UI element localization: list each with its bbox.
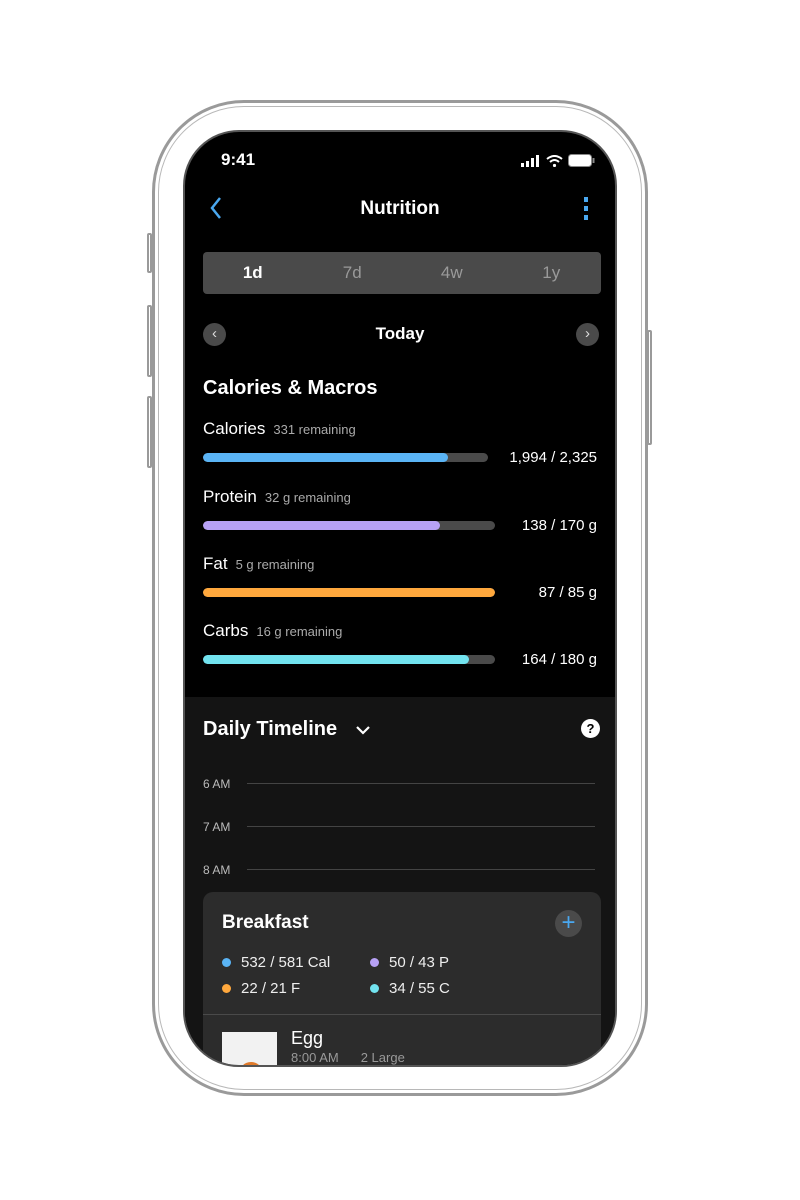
hour-label: 8 AM <box>203 863 231 877</box>
hour-label: 6 AM <box>203 777 231 791</box>
plus-icon: + <box>561 909 576 936</box>
signal-icon <box>521 155 539 167</box>
meal-stat-protein: 50 / 43 P <box>370 954 449 971</box>
macro-label-row: Protein 32 g remaining <box>203 487 351 507</box>
food-meta: 8:00 AM 2 Large <box>291 1050 405 1065</box>
macro-progress-fill <box>203 521 441 530</box>
macro-remaining: 331 remaining <box>273 422 356 437</box>
status-icons <box>521 154 595 167</box>
tab-1y[interactable]: 1y <box>542 263 561 282</box>
tab-1d[interactable]: 1d <box>242 263 263 282</box>
macro-label-row: Carbs 16 g remaining <box>203 621 342 641</box>
back-chevron-icon[interactable] <box>209 196 223 220</box>
macro-label-row: Calories 331 remaining <box>203 419 356 439</box>
previous-day-button[interactable]: ‹ <box>203 323 226 346</box>
volume-down-button <box>147 396 152 468</box>
phone-bezel <box>158 106 642 1090</box>
calories-dot <box>222 958 231 967</box>
next-day-button[interactable]: › <box>576 323 599 346</box>
macro-progress-fill <box>203 655 469 664</box>
macro-name: Calories <box>203 419 266 438</box>
tab-4w[interactable]: 4w <box>440 263 463 282</box>
range-segmented-control: 1d 7d 4w 1y <box>203 252 601 294</box>
divider <box>203 1014 601 1015</box>
macro-progress-bar <box>203 655 495 664</box>
macro-value: 1,994 / 2,325 <box>509 449 597 466</box>
egg-thumbnail <box>222 1032 277 1065</box>
wifi-icon <box>546 155 563 167</box>
stat-text: 50 / 43 P <box>389 954 450 971</box>
stat-text: 34 / 55 C <box>389 980 450 997</box>
macro-remaining: 5 g remaining <box>235 557 315 572</box>
meal-title: Breakfast <box>222 912 309 933</box>
tab-7d[interactable]: 7d <box>342 263 362 282</box>
hour-gridline <box>247 783 595 784</box>
macro-value: 164 / 180 g <box>521 651 597 668</box>
stat-text: 532 / 581 Cal <box>241 954 331 971</box>
macro-remaining: 16 g remaining <box>256 624 343 639</box>
mute-switch <box>147 233 152 273</box>
meal-stat-carbs: 34 / 55 C <box>370 980 450 997</box>
carbs-dot <box>370 984 379 993</box>
macro-name: Fat <box>203 554 228 573</box>
meal-card-breakfast: Breakfast + 532 / 581 Cal 50 / 43 P 22 /… <box>203 892 601 1065</box>
page-title: Nutrition <box>360 198 440 219</box>
status-time: 9:41 <box>221 150 256 169</box>
macro-progress-fill <box>203 453 448 462</box>
macro-name: Protein <box>203 487 257 506</box>
food-time: 8:00 AM <box>291 1050 339 1065</box>
chevron-down-icon[interactable] <box>355 724 371 736</box>
macro-progress-bar <box>203 453 488 462</box>
power-button <box>647 330 652 445</box>
more-vertical-icon[interactable] <box>584 197 590 221</box>
food-name[interactable]: Egg <box>291 1028 324 1048</box>
add-food-button[interactable]: + <box>555 910 582 937</box>
macro-value: 87 / 85 g <box>538 584 597 601</box>
chevron-right-icon: › <box>585 325 590 342</box>
macro-label-row: Fat 5 g remaining <box>203 554 314 574</box>
hour-gridline <box>247 826 595 827</box>
volume-up-button <box>147 305 152 377</box>
macro-progress-bar <box>203 521 495 530</box>
battery-icon <box>568 154 595 167</box>
chevron-left-icon: ‹ <box>212 325 217 342</box>
fat-dot <box>222 984 231 993</box>
food-amount: 2 Large <box>360 1050 405 1065</box>
macro-progress-fill <box>203 588 495 597</box>
stat-text: 22 / 21 F <box>241 980 301 997</box>
date-label: Today <box>375 324 425 343</box>
hour-label: 7 AM <box>203 820 231 834</box>
macro-progress-bar <box>203 588 495 597</box>
macro-remaining: 32 g remaining <box>264 490 351 505</box>
macro-value: 138 / 170 g <box>521 517 597 534</box>
protein-dot <box>370 958 379 967</box>
macro-name: Carbs <box>203 621 249 640</box>
hour-gridline <box>247 869 595 870</box>
screen: 9:41 Nutrition 1d 7d 4w 1y ‹ Today › Cal… <box>183 130 617 1067</box>
timeline-title[interactable]: Daily Timeline <box>203 718 338 740</box>
help-icon[interactable]: ? <box>581 719 600 738</box>
meal-stat-fat: 22 / 21 F <box>222 980 300 997</box>
meal-stat-calories: 532 / 581 Cal <box>222 954 330 971</box>
macros-title: Calories & Macros <box>203 377 378 399</box>
